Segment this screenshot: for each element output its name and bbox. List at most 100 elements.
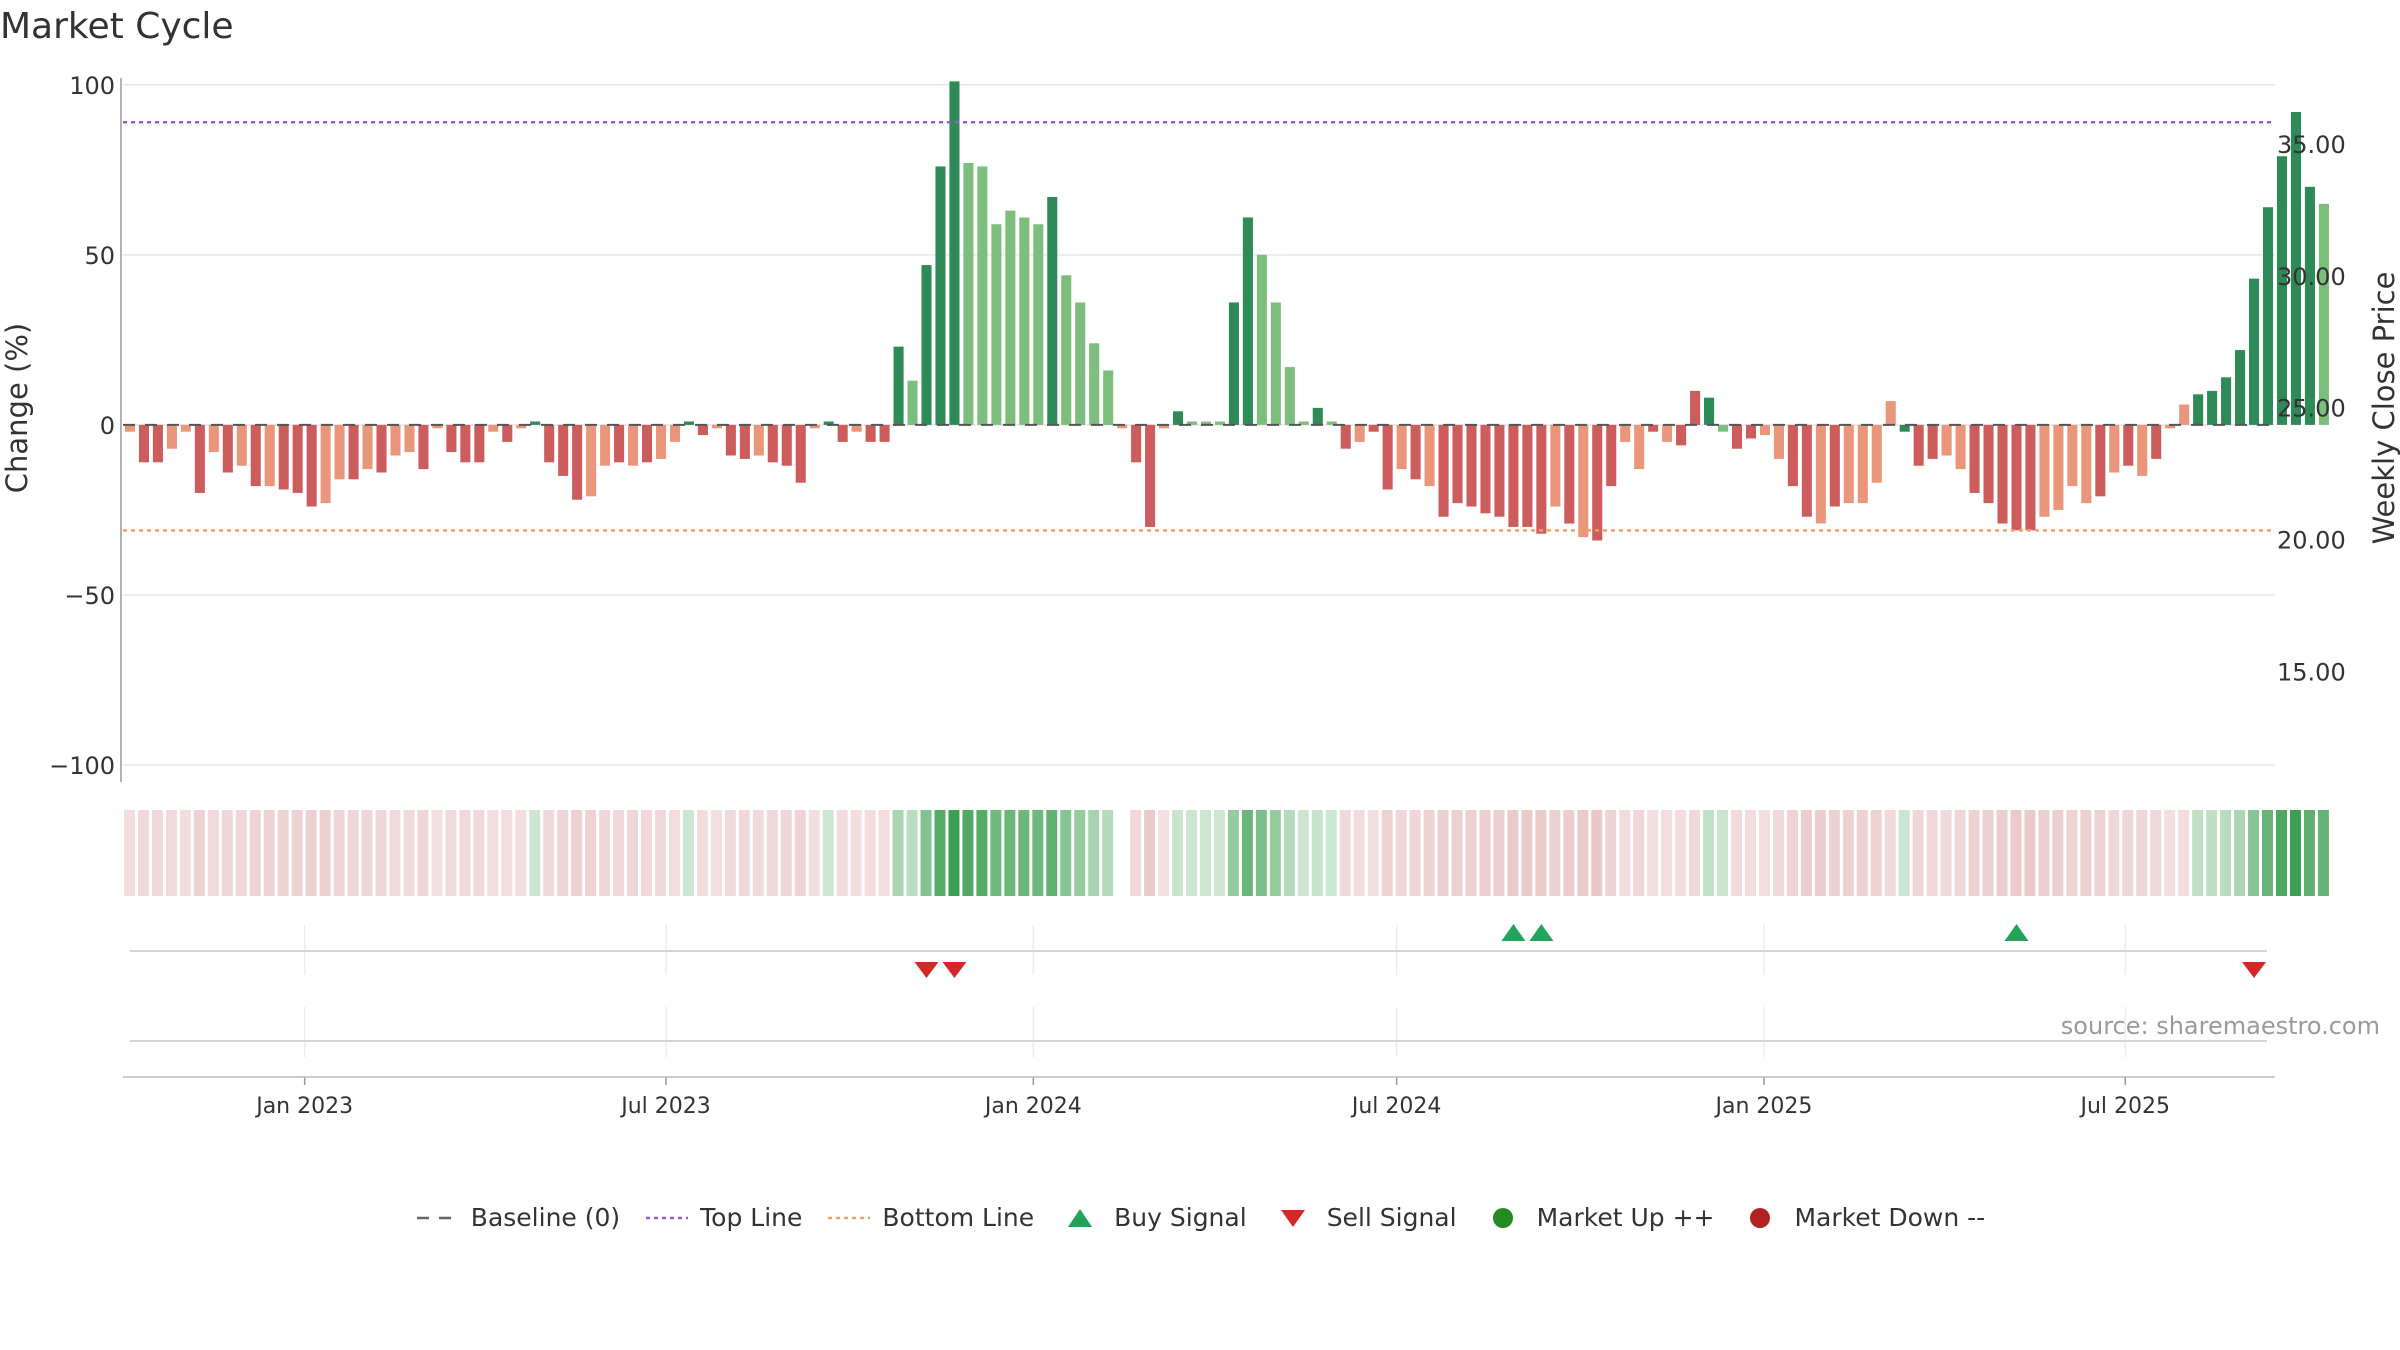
bar <box>893 346 904 425</box>
legend-item-sell: Sell Signal <box>1271 1203 1457 1232</box>
bar <box>2276 156 2288 425</box>
bar <box>614 424 625 463</box>
regime-cell <box>1521 810 1533 896</box>
bar <box>264 424 275 487</box>
green-dot-icon <box>1492 1207 1513 1228</box>
regime-cell <box>1507 810 1519 896</box>
regime-cell <box>2150 810 2162 896</box>
legend-label: Baseline (0) <box>470 1203 621 1232</box>
regime-cell <box>1647 810 1659 896</box>
bar <box>180 424 191 432</box>
regime-cell <box>501 810 513 896</box>
bar <box>1340 424 1351 449</box>
bar <box>586 424 597 497</box>
regime-cell <box>515 810 527 896</box>
regime-cell <box>1619 810 1631 896</box>
regime-cell <box>124 810 135 896</box>
regime-cell <box>1786 810 1798 896</box>
regime-cell <box>878 810 890 896</box>
bar <box>600 424 611 466</box>
bar <box>124 424 136 432</box>
regime-cell <box>2303 810 2315 896</box>
bar <box>278 424 289 490</box>
regime-cell <box>822 810 834 896</box>
regime-cell <box>1297 810 1309 896</box>
legend-item-bottom-line: Bottom Line <box>826 1203 1034 1232</box>
bar <box>1089 343 1100 425</box>
x-tick-label: Jan 2024 <box>983 1094 1082 1119</box>
bar <box>1508 424 1519 527</box>
bar <box>1983 424 1994 504</box>
bar <box>1396 424 1407 470</box>
bar <box>781 424 792 466</box>
bar <box>418 424 429 470</box>
regime-cell <box>403 810 415 896</box>
bar <box>1550 424 1561 507</box>
down-triangle-icon <box>1280 1209 1305 1227</box>
bar <box>1186 421 1198 425</box>
bar <box>446 424 457 453</box>
sell-signal-marker <box>914 962 939 978</box>
bar <box>1648 424 1659 432</box>
bar <box>530 421 541 425</box>
regime-cell <box>1144 810 1156 896</box>
bar <box>1312 407 1323 425</box>
bar <box>823 421 834 425</box>
bar <box>1019 217 1030 425</box>
regime-cell <box>1493 810 1505 896</box>
regime-cell <box>2234 810 2246 896</box>
regime-cell <box>291 810 303 896</box>
regime-cell <box>780 810 792 896</box>
regime-cell <box>2192 810 2204 896</box>
bar <box>1913 424 1924 466</box>
bar <box>1871 424 1882 483</box>
bar <box>1480 424 1491 514</box>
bar-series <box>124 81 2329 541</box>
bar <box>320 424 331 504</box>
bar <box>1005 210 1016 425</box>
regime-cell <box>892 810 904 896</box>
bar <box>1424 424 1435 487</box>
x-tick-label: Jul 2023 <box>619 1094 711 1119</box>
bar <box>697 424 708 436</box>
regime-cell <box>1311 810 1323 896</box>
regime-cell <box>655 810 666 896</box>
regime-cell <box>2136 810 2148 896</box>
bar <box>1145 424 1156 527</box>
regime-cell <box>794 810 806 896</box>
source-note: source: sharemaestro.com <box>2060 1012 2380 1040</box>
legend-label: Buy Signal <box>1114 1203 1247 1232</box>
bar <box>1592 424 1603 541</box>
bar <box>152 424 163 463</box>
regime-cell <box>263 810 275 896</box>
dash-line-icon <box>416 1216 457 1219</box>
bar <box>544 424 555 463</box>
regime-cell <box>990 810 1002 896</box>
regime-cell <box>738 810 750 896</box>
regime-cell <box>1102 810 1114 896</box>
regime-cell <box>2108 810 2120 896</box>
regime-cell <box>696 810 708 896</box>
bar <box>1270 302 1281 425</box>
regime-cell <box>417 810 429 896</box>
regime-cell <box>1018 810 1030 896</box>
legend-item-market-down: Market Down -- <box>1738 1203 1985 1232</box>
bar <box>1829 424 1840 507</box>
bar <box>1843 424 1854 504</box>
bar <box>1941 424 1952 456</box>
y-tick-label: 0 <box>100 412 115 440</box>
bar <box>739 424 750 459</box>
bar <box>1690 390 1701 425</box>
bar <box>628 424 639 466</box>
bar <box>837 424 848 442</box>
bar <box>1606 424 1617 487</box>
bar <box>1885 401 1896 425</box>
bar <box>1536 424 1547 534</box>
bar <box>292 424 303 493</box>
regime-cell <box>459 810 471 896</box>
regime-cell <box>1046 810 1058 896</box>
signal-panel <box>130 924 2267 1057</box>
bar <box>641 424 653 463</box>
dotted-orange-line-icon <box>828 1216 871 1219</box>
bar <box>1564 424 1575 524</box>
